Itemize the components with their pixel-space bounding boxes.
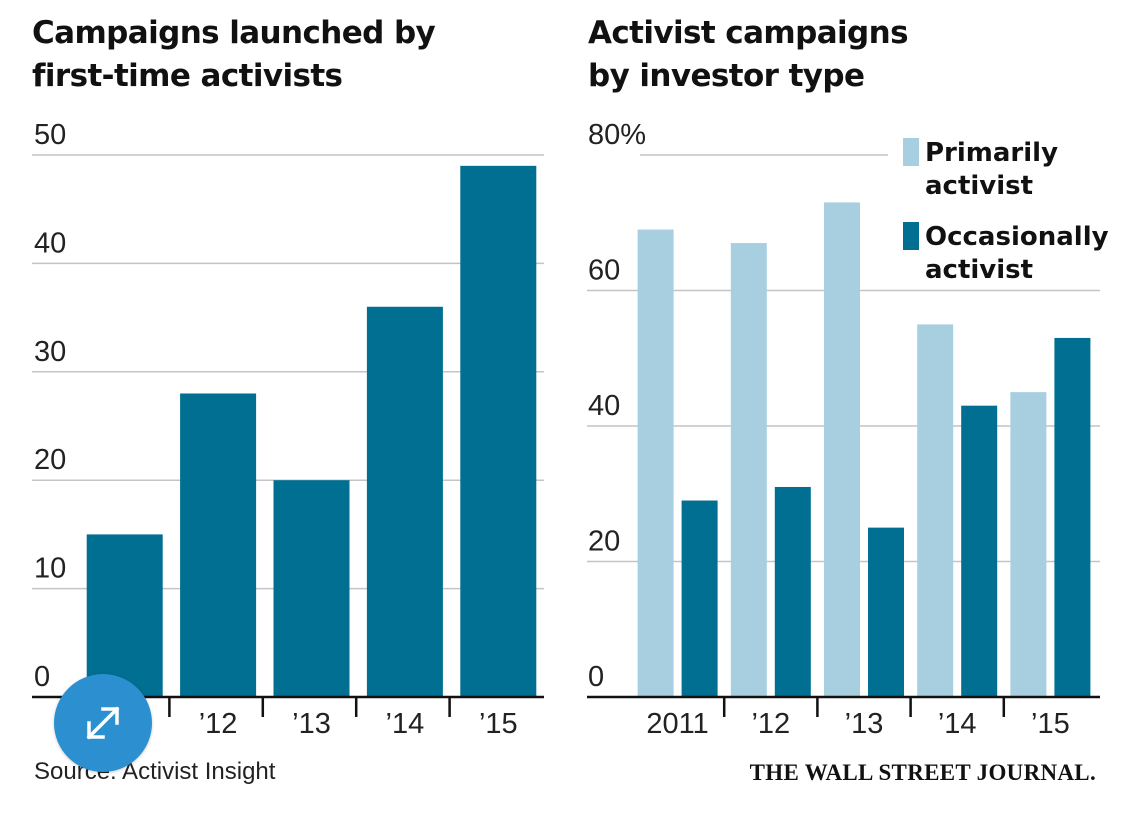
legend-label: Primarily [925, 138, 1058, 168]
bar [273, 480, 350, 697]
expand-arrows-icon [86, 706, 120, 740]
bar-primarily-activist [917, 324, 954, 697]
bar-occasionally-activist [961, 405, 998, 697]
bar [366, 306, 443, 697]
y-tick-label: 50 [34, 119, 66, 151]
left-chart-title-line2: first-time activists [32, 58, 343, 94]
x-tick-label: ’14 [938, 708, 977, 740]
bar-primarily-activist [1010, 392, 1047, 697]
y-tick-label: 40 [34, 227, 66, 259]
x-tick-label: ’14 [386, 708, 425, 740]
legend-label: activist [925, 171, 1033, 201]
x-tick-label: ’13 [292, 708, 331, 740]
right-chart-title-line1: Activist campaigns [588, 15, 909, 51]
legend-label: Occasionally [925, 222, 1109, 252]
bar-occasionally-activist [774, 486, 811, 697]
bar [180, 393, 257, 697]
right-chart-title-line2: by investor type [588, 58, 865, 94]
left-chart-title: Campaigns launched by first-time activis… [32, 12, 472, 98]
left-chart-title-line1: Campaigns launched by [32, 15, 436, 51]
bar [86, 534, 163, 697]
publisher-logo: THE WALL STREET JOURNAL. [749, 760, 1096, 785]
bar-primarily-activist [637, 229, 674, 697]
y-tick-label: 0 [588, 661, 604, 693]
y-tick-label: 60 [588, 255, 620, 287]
bar-primarily-activist [824, 202, 860, 698]
y-tick-label: 30 [34, 336, 66, 368]
x-tick-label: ’15 [1031, 708, 1070, 740]
x-tick-label: ’15 [479, 708, 518, 740]
bar-occasionally-activist [868, 527, 904, 697]
y-tick-label: 20 [34, 444, 66, 476]
bar-occasionally-activist [1054, 337, 1091, 697]
legend-label: activist [925, 255, 1033, 285]
right-chart-title: Activist campaigns by investor type [588, 12, 1028, 98]
legend-swatch [903, 222, 919, 250]
y-tick-label: 10 [34, 553, 66, 585]
right-grouped-bar-chart: 020406080%2011’12’13’14’15Primarilyactiv… [587, 119, 1109, 740]
x-tick-label: ’12 [199, 708, 238, 740]
x-tick-label: 2011 [646, 708, 708, 740]
bar [460, 165, 537, 698]
bar-primarily-activist [730, 243, 767, 697]
y-tick-label: 80% [588, 119, 646, 151]
x-tick-label: ’13 [845, 708, 884, 740]
legend-swatch [903, 138, 919, 166]
y-tick-label: 40 [588, 390, 620, 422]
source-note: Source: Activist Insight [34, 758, 276, 785]
bar-occasionally-activist [681, 500, 718, 697]
y-tick-label: 0 [34, 661, 50, 693]
y-tick-label: 20 [588, 526, 620, 558]
x-tick-label: ’12 [751, 708, 790, 740]
left-bar-chart: 0 10 20 30 40 50 ’12 ’13 ’14 ’15 [32, 119, 544, 740]
expand-button[interactable] [54, 674, 152, 772]
